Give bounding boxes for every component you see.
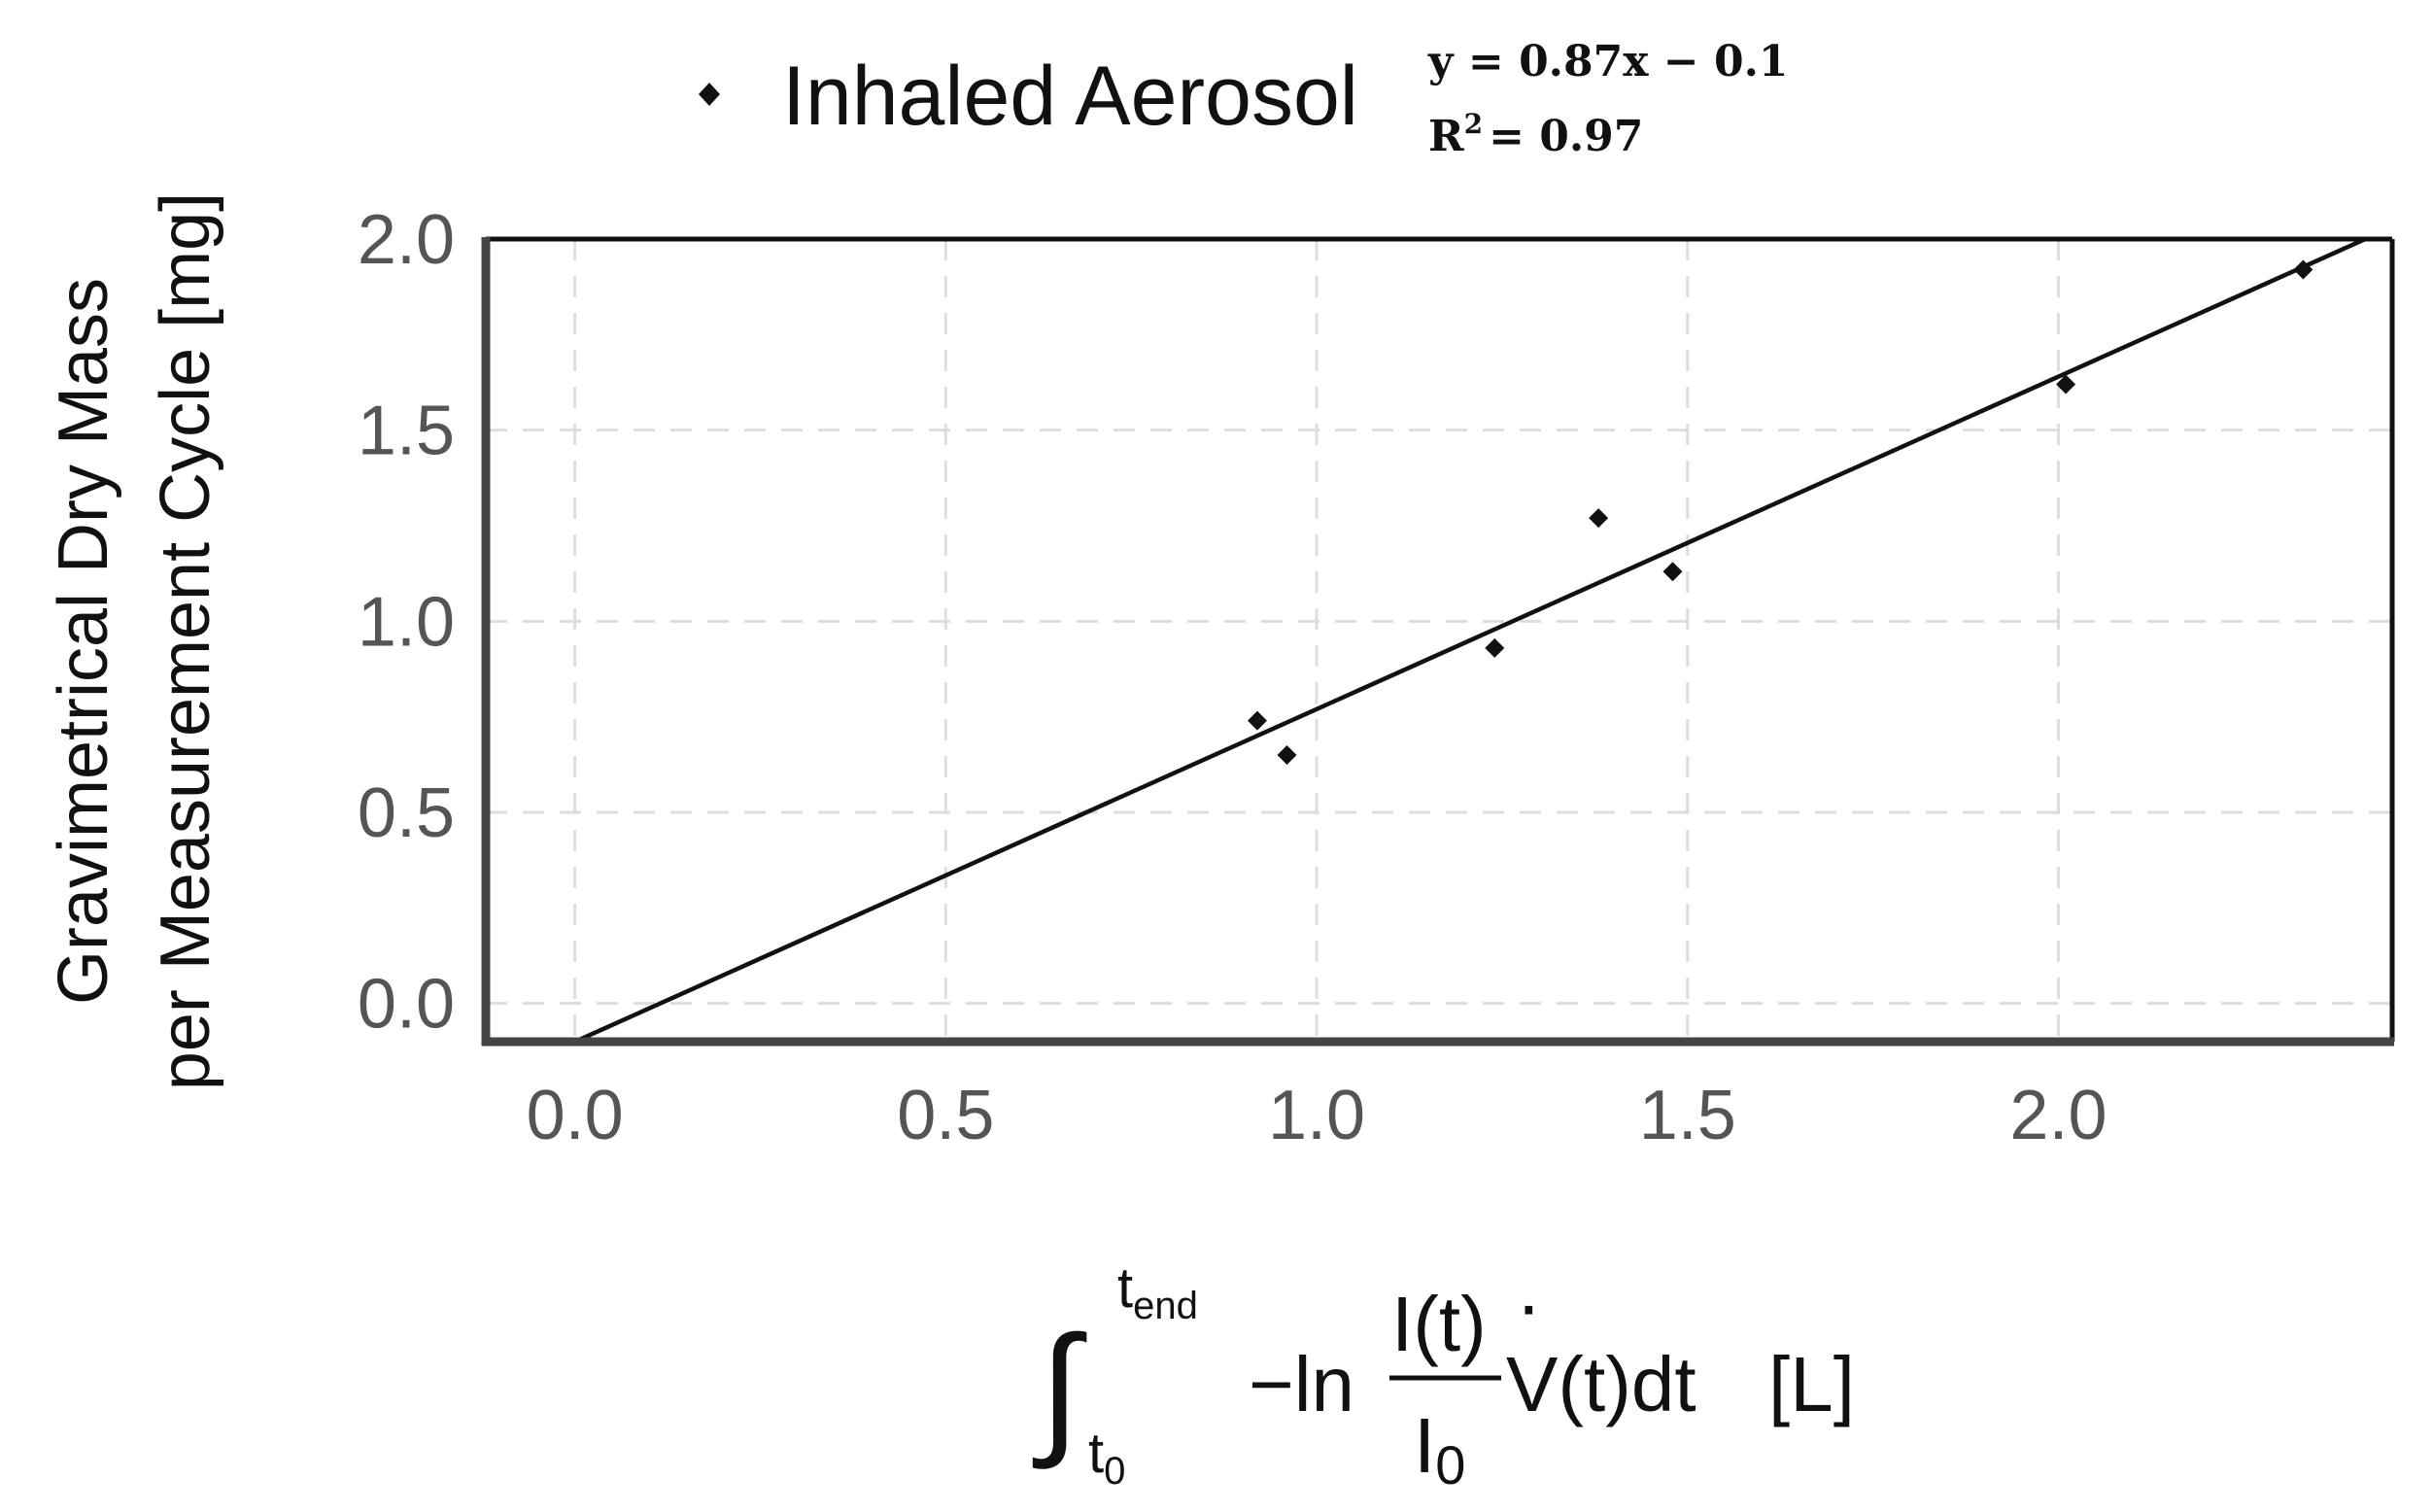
x-tick-label-1: 0.5: [897, 1077, 994, 1154]
grid: [486, 237, 2392, 1042]
x-tick-label-4: 2.0: [2009, 1077, 2107, 1154]
x-label-flow: V(t)dt: [1506, 1341, 1696, 1427]
legend-label: Inhaled Aerosol: [782, 50, 1358, 143]
x-label-unit: [L]: [1768, 1341, 1855, 1427]
r-squared-value: = 0.97: [1489, 112, 1643, 161]
x-axis-label: ∫ tend t0 −ln I(t) I0 · V(t)dt [L]: [1032, 1256, 1855, 1495]
data-point-0-3: [1589, 508, 1609, 529]
r-squared-r: R: [1428, 112, 1464, 161]
y-tick-label-0: 0.0: [358, 966, 455, 1044]
x-tick-labels: 0.0 0.5 1.0 1.5 2.0: [527, 1077, 2107, 1154]
y-tick-label-3: 1.5: [358, 393, 455, 470]
y-axis-label-line2: per Measurement Cycle [mg]: [147, 192, 224, 1090]
legend-marker-diamond: [699, 83, 720, 106]
data-point-0-1: [1277, 745, 1297, 765]
fit-line-layer: [573, 236, 2367, 1045]
plot-frame: [481, 236, 2395, 1047]
x-tick-label-2: 1.0: [1268, 1077, 1365, 1154]
x-tick-label-3: 1.5: [1639, 1077, 1736, 1154]
x-label-upper-limit: tend: [1117, 1256, 1198, 1327]
legend: Inhaled Aerosol: [699, 50, 1358, 143]
data-points: [1247, 259, 2313, 765]
y-tick-label-4: 2.0: [358, 201, 455, 279]
y-tick-labels: 0.0 0.5 1.0 1.5 2.0: [358, 201, 455, 1044]
x-label-flow-dot: ·: [1516, 1261, 1542, 1348]
r-squared-label: R2 = 0.97: [1428, 108, 1643, 161]
x-label-lower-limit: t0: [1088, 1422, 1125, 1493]
x-label-minus-ln: −ln: [1249, 1341, 1354, 1427]
y-axis-label-line1: Gravimetrical Dry Mass: [45, 278, 122, 1005]
x-label-denominator: I0: [1414, 1402, 1465, 1495]
data-point-0-0: [1247, 710, 1267, 731]
x-label-numerator: I(t): [1391, 1281, 1487, 1367]
regression-line: [573, 236, 2367, 1045]
data-point-0-6: [2293, 259, 2313, 280]
r-squared-sup: 2: [1464, 108, 1483, 140]
y-tick-label-1: 0.5: [358, 774, 455, 852]
y-axis-label: Gravimetrical Dry Mass per Measurement C…: [45, 192, 224, 1090]
x-tick-label-0: 0.0: [527, 1077, 624, 1154]
regression-equation: y = 0.87x − 0.1: [1427, 37, 1789, 86]
data-point-0-5: [2056, 374, 2076, 395]
y-tick-label-2: 1.0: [358, 583, 455, 661]
data-point-0-2: [1485, 637, 1505, 658]
regression-annotation: y = 0.87x − 0.1 R2 = 0.97: [1427, 37, 1789, 161]
data-point-0-4: [1662, 562, 1683, 582]
x-label-integral: ∫: [1032, 1306, 1087, 1469]
